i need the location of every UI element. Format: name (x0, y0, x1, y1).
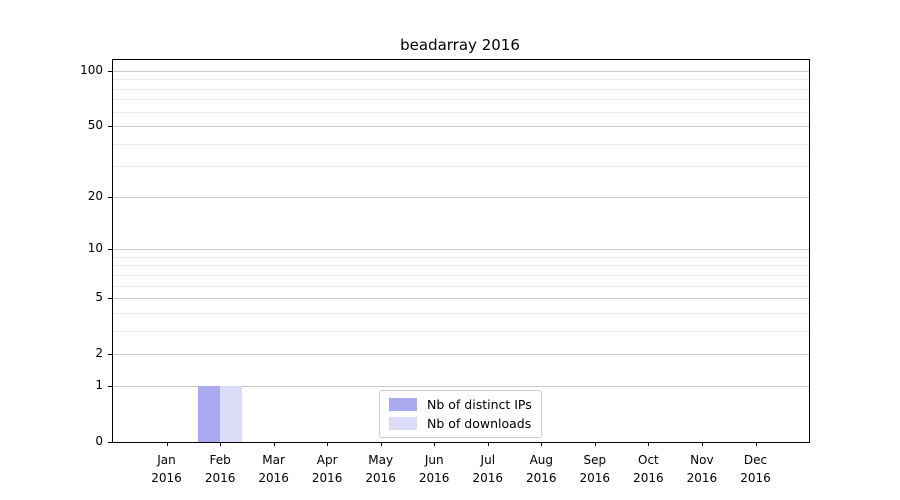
x-tick-mark (755, 442, 757, 446)
x-tick-mark (541, 442, 543, 446)
y-tick-mark (108, 125, 113, 127)
gridline-minor (113, 312, 809, 314)
legend-label-distinct-ips: Nb of distinct IPs (427, 397, 532, 412)
x-tick-label: Sep 2016 (579, 453, 611, 485)
legend-item-distinct-ips: Nb of distinct IPs (389, 397, 532, 412)
legend-label-downloads: Nb of downloads (427, 416, 532, 431)
legend-swatch-distinct-ips (389, 398, 417, 411)
x-tick-mark (701, 442, 703, 446)
y-tick-label: 50 (87, 117, 103, 132)
y-tick-mark (108, 353, 113, 355)
x-tick-label: Oct 2016 (633, 453, 664, 485)
x-tick-label: May 2016 (365, 453, 396, 485)
x-tick-label: Dec 2016 (740, 453, 771, 485)
gridline-minor (113, 111, 809, 113)
y-tick-label: 10 (87, 241, 103, 256)
bar-distinct-ips (198, 386, 221, 442)
x-tick-label: Nov 2016 (686, 453, 718, 485)
gridline-minor (113, 256, 809, 258)
gridline-minor (113, 88, 809, 90)
x-tick-mark (166, 442, 168, 446)
x-tick-mark (220, 442, 222, 446)
x-tick-mark (327, 442, 329, 446)
legend-swatch-downloads (389, 417, 417, 430)
x-tick-mark (273, 442, 275, 446)
x-tick-label: Jun 2016 (418, 453, 450, 485)
y-tick-mark (108, 442, 113, 443)
gridline-minor (113, 99, 809, 101)
x-tick-mark (594, 442, 596, 446)
bar-downloads (220, 386, 243, 442)
gridline-minor (113, 274, 809, 276)
x-tick-label: Apr 2016 (311, 453, 343, 485)
x-tick-label: Aug 2016 (526, 453, 557, 485)
y-tick-label: 2 (95, 345, 103, 360)
gridline-minor (113, 265, 809, 267)
gridline-major (113, 353, 809, 355)
y-tick-mark (108, 197, 113, 199)
y-tick-mark (108, 298, 113, 299)
gridline-minor (113, 79, 809, 81)
legend: Nb of distinct IPs Nb of downloads (379, 390, 542, 438)
legend-item-downloads: Nb of downloads (389, 416, 532, 431)
chart-title: beadarray 2016 (400, 36, 520, 54)
gridline-minor (113, 285, 809, 287)
gridline-major (113, 298, 809, 299)
gridline-minor (113, 330, 809, 332)
y-tick-mark (108, 71, 113, 72)
gridline-major (113, 71, 809, 72)
x-tick-label: Jul 2016 (472, 453, 504, 485)
x-tick-mark (487, 442, 489, 446)
y-tick-mark (108, 386, 113, 388)
y-tick-label: 1 (95, 378, 103, 393)
x-tick-mark (434, 442, 436, 446)
gridline-major (113, 386, 809, 388)
gridline-major (113, 125, 809, 127)
y-tick-label: 0 (95, 434, 103, 448)
plot-area: Nb of distinct IPs Nb of downloads 0 1 2 5 1… (80, 59, 810, 485)
x-tick-label: Mar 2016 (258, 453, 289, 485)
gridline-major (113, 197, 809, 199)
y-tick-label: 20 (87, 189, 103, 204)
gridline-minor (113, 165, 809, 167)
y-tick-mark (108, 249, 113, 251)
x-tick-mark (380, 442, 382, 446)
y-tick-label: 5 (95, 290, 103, 304)
gridline-major (113, 249, 809, 251)
x-tick-label: Jan 2016 (151, 453, 182, 485)
x-tick-mark (648, 442, 650, 446)
y-tick-label: 100 (80, 63, 103, 77)
x-tick-label: Feb 2016 (204, 453, 236, 485)
gridline-minor (113, 143, 809, 145)
